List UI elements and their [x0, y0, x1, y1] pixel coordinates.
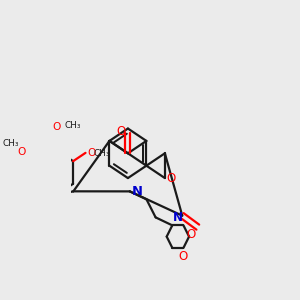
- Text: O: O: [17, 146, 26, 157]
- Text: CH₃: CH₃: [64, 121, 81, 130]
- Text: O: O: [116, 125, 126, 138]
- Text: CH₃: CH₃: [2, 139, 19, 148]
- Text: O: O: [179, 250, 188, 263]
- Text: N: N: [131, 185, 142, 198]
- Text: O: O: [87, 148, 95, 158]
- Text: N: N: [173, 211, 183, 224]
- Text: CH₃: CH₃: [94, 149, 110, 158]
- Text: O: O: [166, 172, 176, 184]
- Text: O: O: [52, 122, 60, 132]
- Text: O: O: [187, 229, 196, 242]
